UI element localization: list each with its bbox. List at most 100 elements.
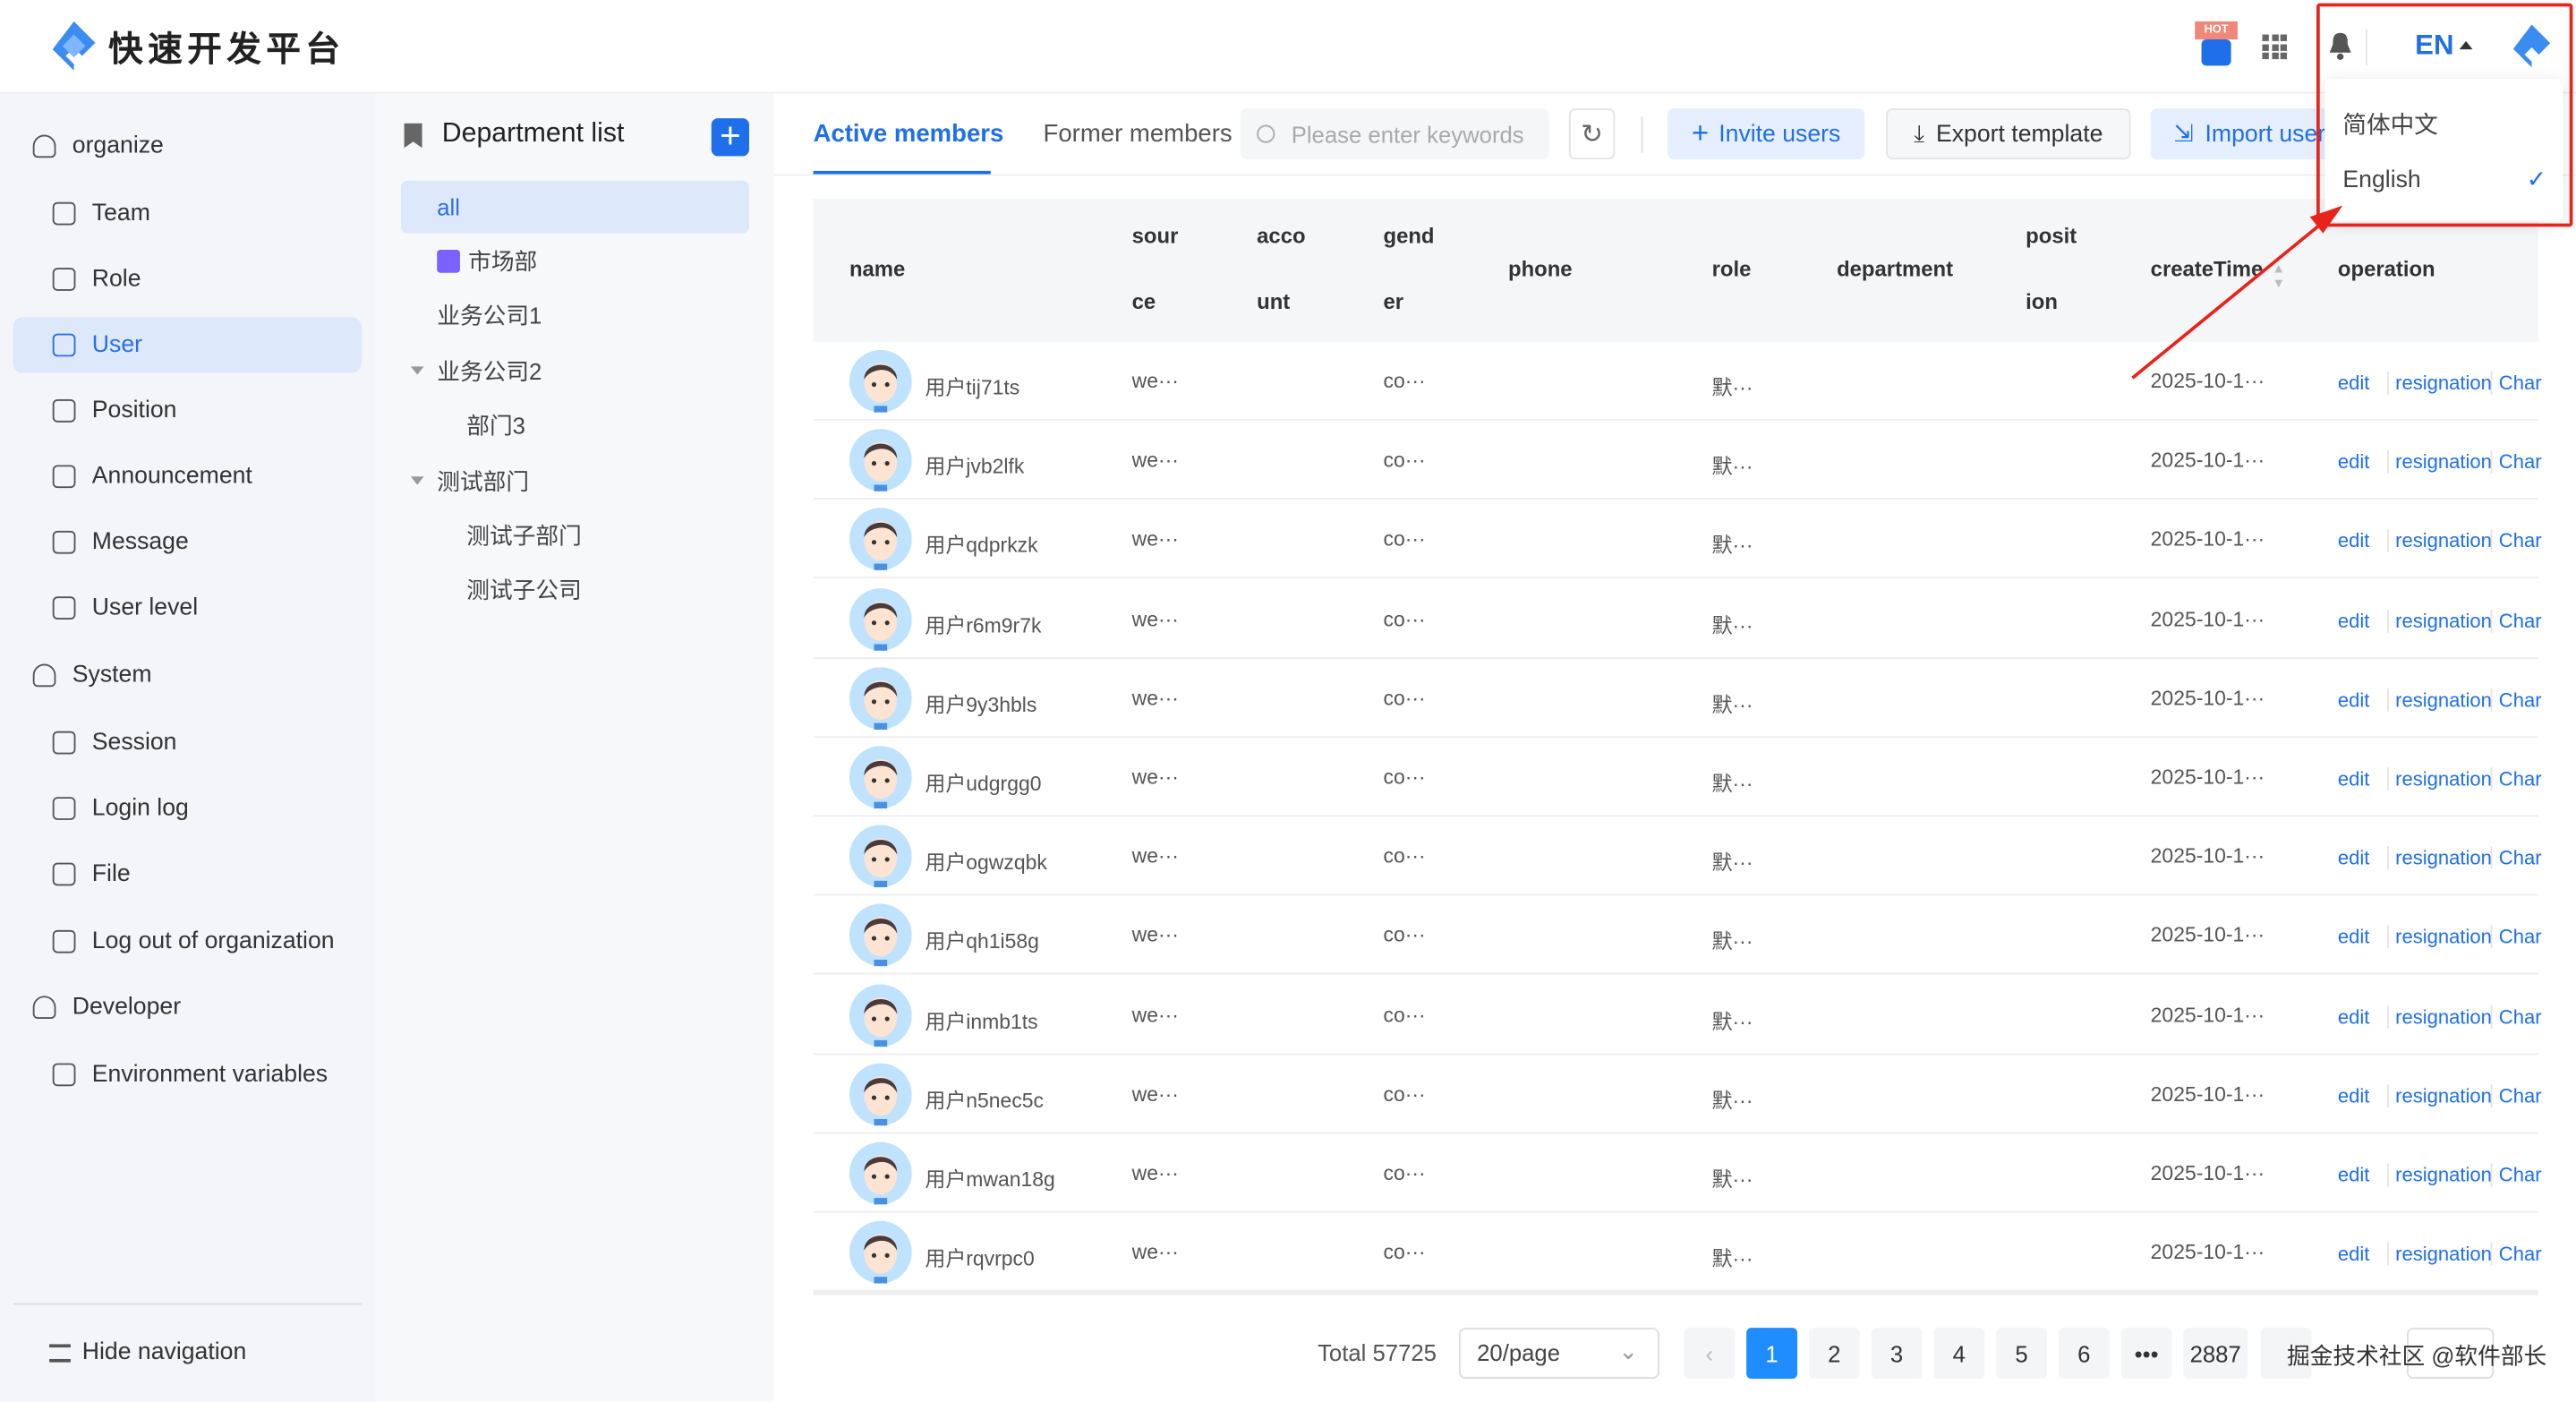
edit-link[interactable]: edit xyxy=(2337,926,2370,949)
edit-link[interactable]: edit xyxy=(2337,767,2370,791)
user-name[interactable]: 用户tij71ts xyxy=(925,376,1020,400)
edit-link[interactable]: edit xyxy=(2337,609,2370,632)
user-name[interactable]: 用户rqvrpc0 xyxy=(925,1247,1035,1271)
hide-navigation-button[interactable]: Hide navigation xyxy=(49,1339,246,1365)
sidebar-item-login-log[interactable]: Login log xyxy=(13,781,362,836)
change-link[interactable]: Char xyxy=(2490,1004,2542,1029)
sidebar-item-role[interactable]: Role xyxy=(13,252,362,307)
page-button[interactable]: 4 xyxy=(1933,1328,1985,1379)
add-department-button[interactable]: + xyxy=(711,117,749,157)
edit-link[interactable]: edit xyxy=(2337,1242,2370,1266)
user-name[interactable]: 用户9y3hbls xyxy=(925,693,1037,716)
sidebar-item-message[interactable]: Message xyxy=(13,515,362,570)
sidebar-item-system[interactable]: System xyxy=(13,647,362,703)
sidebar-item-log-out-of-organization[interactable]: Log out of organization xyxy=(13,914,362,970)
resignation-link[interactable]: resignation xyxy=(2386,767,2492,791)
resignation-link[interactable]: resignation xyxy=(2386,926,2492,949)
refresh-button[interactable]: ↻ xyxy=(1568,108,1616,160)
page-button[interactable]: 5 xyxy=(1996,1328,2048,1379)
language-switcher[interactable]: EN xyxy=(2415,30,2454,61)
resignation-link[interactable]: resignation xyxy=(2386,1163,2492,1187)
bell-icon[interactable] xyxy=(2328,31,2353,61)
caret-down-icon[interactable] xyxy=(410,476,424,485)
edit-link[interactable]: edit xyxy=(2337,846,2370,870)
user-name[interactable]: 用户inmb1ts xyxy=(925,1010,1038,1033)
language-option[interactable]: 简体中文 xyxy=(2324,95,2563,150)
change-link[interactable]: Char xyxy=(2490,371,2542,395)
sort-icon[interactable]: ▲ ▼ xyxy=(2272,261,2286,291)
tab-active-members[interactable]: Active members xyxy=(813,119,1004,149)
edit-link[interactable]: edit xyxy=(2337,529,2370,553)
page-button[interactable]: 3 xyxy=(1871,1328,1923,1379)
sidebar-item-team[interactable]: Team xyxy=(13,185,362,241)
edit-link[interactable]: edit xyxy=(2337,1084,2370,1107)
apps-grid-icon[interactable] xyxy=(2262,34,2288,60)
sidebar-item-session[interactable]: Session xyxy=(13,714,362,770)
sidebar-item-position[interactable]: Position xyxy=(13,383,362,439)
export-template-button[interactable]: ⤓ Export template xyxy=(1886,108,2131,160)
resignation-link[interactable]: resignation xyxy=(2386,450,2492,474)
hot-app-icon[interactable]: HOT xyxy=(2195,21,2238,67)
tree-node[interactable]: all xyxy=(400,180,749,234)
user-name[interactable]: 用户udgrgg0 xyxy=(925,772,1042,796)
resignation-link[interactable]: resignation xyxy=(2386,1084,2492,1107)
prev-page-button[interactable]: ‹ xyxy=(1684,1328,1736,1379)
tree-node[interactable]: 市场部 xyxy=(437,235,537,287)
resignation-link[interactable]: resignation xyxy=(2386,529,2492,553)
sidebar-item-user-level[interactable]: User level xyxy=(13,580,362,636)
import-user-button[interactable]: ⇲ Import user xyxy=(2150,108,2348,160)
edit-link[interactable]: edit xyxy=(2337,450,2370,474)
sidebar-item-user[interactable]: User xyxy=(13,317,362,373)
tree-node[interactable]: 部门3 xyxy=(466,399,525,452)
change-link[interactable]: Char xyxy=(2490,529,2542,553)
page-jump-input[interactable] xyxy=(2407,1328,2495,1379)
page-button[interactable]: 2 xyxy=(1808,1328,1860,1379)
language-option[interactable]: English ✓ xyxy=(2324,153,2563,209)
user-name[interactable]: 用户jvb2lfk xyxy=(925,455,1025,479)
resignation-link[interactable]: resignation xyxy=(2386,688,2492,712)
change-link[interactable]: Char xyxy=(2490,846,2542,870)
user-name[interactable]: 用户r6m9r7k xyxy=(925,613,1042,637)
search-input[interactable]: Please enter keywords xyxy=(1240,108,1549,160)
change-link[interactable]: Char xyxy=(2490,767,2542,791)
column-header[interactable]: createTime xyxy=(2150,256,2264,281)
invite-users-button[interactable]: + Invite users xyxy=(1668,108,1865,160)
next-page-button[interactable] xyxy=(2260,1328,2312,1379)
page-button[interactable]: 6 xyxy=(2058,1328,2110,1379)
resignation-link[interactable]: resignation xyxy=(2386,846,2492,870)
edit-link[interactable]: edit xyxy=(2337,1004,2370,1029)
change-link[interactable]: Char xyxy=(2490,688,2542,712)
tree-node[interactable]: 测试部门 xyxy=(410,455,529,508)
edit-link[interactable]: edit xyxy=(2337,371,2370,395)
page-size-select[interactable]: 20/page ⌄ xyxy=(1458,1328,1659,1379)
sidebar-item-environment-variables[interactable]: Environment variables xyxy=(13,1047,362,1102)
change-link[interactable]: Char xyxy=(2490,926,2542,949)
resignation-link[interactable]: resignation xyxy=(2386,371,2492,395)
page-button[interactable]: 2887 xyxy=(2183,1328,2248,1379)
page-button[interactable]: 1 xyxy=(1746,1328,1798,1379)
edit-link[interactable]: edit xyxy=(2337,1163,2370,1187)
sidebar-item-organize[interactable]: organize xyxy=(13,118,362,174)
tree-node[interactable]: 业务公司2 xyxy=(410,345,542,398)
user-name[interactable]: 用户qdprkzk xyxy=(925,534,1038,558)
change-link[interactable]: Char xyxy=(2490,450,2542,474)
user-name[interactable]: 用户ogwzqbk xyxy=(925,851,1047,875)
edit-link[interactable]: edit xyxy=(2337,688,2370,712)
user-name[interactable]: 用户mwan18g xyxy=(925,1168,1055,1192)
resignation-link[interactable]: resignation xyxy=(2386,1242,2492,1266)
user-name[interactable]: 用户qh1i58g xyxy=(925,930,1039,954)
change-link[interactable]: Char xyxy=(2490,1163,2542,1187)
resignation-link[interactable]: resignation xyxy=(2386,1004,2492,1029)
page-button[interactable]: ••• xyxy=(2120,1328,2172,1379)
caret-down-icon[interactable] xyxy=(410,366,424,375)
sidebar-item-file[interactable]: File xyxy=(13,846,362,902)
sidebar-item-developer[interactable]: Developer xyxy=(13,979,362,1035)
sidebar-item-announcement[interactable]: Announcement xyxy=(13,449,362,504)
tree-node[interactable]: 测试子部门 xyxy=(466,509,581,562)
change-link[interactable]: Char xyxy=(2490,609,2542,632)
user-name[interactable]: 用户n5nec5c xyxy=(925,1089,1045,1113)
change-link[interactable]: Char xyxy=(2490,1084,2542,1107)
tree-node[interactable]: 业务公司1 xyxy=(437,289,542,342)
tab-former-members[interactable]: Former members xyxy=(1043,119,1233,149)
change-link[interactable]: Char xyxy=(2490,1242,2542,1266)
